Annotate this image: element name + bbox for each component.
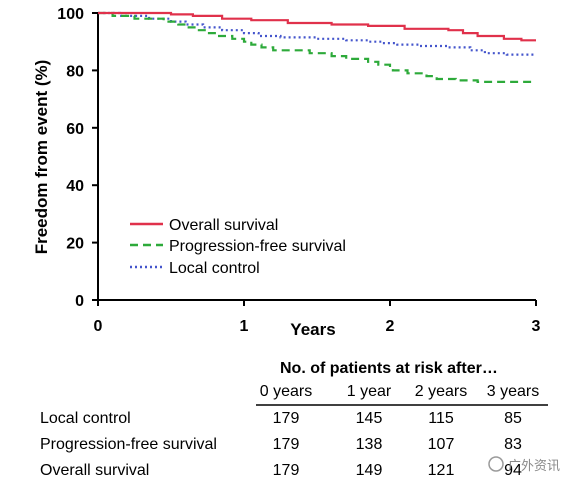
series-lines — [98, 11, 536, 83]
series-line-overall-survival — [98, 11, 536, 42]
risk-table-row-label: Progression-free survival — [40, 436, 217, 453]
risk-table-cell: 138 — [356, 436, 383, 453]
watermark: 广外资讯 — [488, 456, 560, 473]
y-tick-label: 20 — [66, 236, 84, 253]
y-tick-label: 40 — [66, 178, 84, 195]
risk-table-cell: 121 — [428, 462, 455, 479]
y-tick-label: 80 — [66, 63, 84, 80]
watermark-text: 广外资讯 — [508, 458, 560, 473]
risk-table-column-header: 2 years — [415, 383, 467, 400]
risk-table-column-header: 0 years — [260, 383, 312, 400]
x-tick-label: 0 — [94, 318, 103, 335]
risk-table-column-header: 3 years — [487, 383, 539, 400]
watermark-logo-icon — [488, 456, 504, 472]
risk-table-cell: 179 — [273, 462, 300, 479]
risk-table-cell: 83 — [504, 436, 522, 453]
x-tick-label: 1 — [240, 318, 249, 335]
y-axis-title: Freedom from event (%) — [32, 60, 51, 255]
y-tick-label: 0 — [75, 293, 84, 310]
x-tick-label: 3 — [532, 318, 541, 335]
risk-table-row-label: Overall survival — [40, 462, 149, 479]
legend-label: Overall survival — [169, 217, 278, 234]
series-line-local-control — [98, 11, 536, 56]
risk-table-cell: 107 — [428, 436, 455, 453]
risk-table-column-header: 1 year — [347, 383, 392, 400]
risk-table: No. of patients at risk after… 0 years 1 y… — [40, 360, 548, 479]
risk-table-cell: 179 — [273, 410, 300, 427]
risk-table-cell: 179 — [273, 436, 300, 453]
series-line-progression-free-survival — [98, 11, 536, 83]
risk-table-heading: No. of patients at risk after… — [280, 360, 498, 377]
legend: Overall survival Progression-free surviva… — [130, 217, 346, 277]
x-tick-label: 2 — [386, 318, 395, 335]
risk-table-cell: 115 — [428, 410, 454, 427]
x-axis-title: Years — [290, 320, 335, 339]
risk-table-cell: 94 — [504, 462, 522, 479]
y-tick-label: 60 — [66, 121, 84, 138]
risk-table-cell: 85 — [504, 410, 522, 427]
legend-label: Progression-free survival — [169, 238, 346, 255]
risk-table-cell: 149 — [356, 462, 383, 479]
y-tick-label: 100 — [57, 6, 84, 23]
risk-table-cell: 145 — [356, 410, 383, 427]
risk-table-row-label: Local control — [40, 410, 131, 427]
legend-label: Local control — [169, 260, 260, 277]
axes: 0 20 40 60 80 100 0 1 2 3 Years Freedom from event … — [32, 6, 541, 339]
